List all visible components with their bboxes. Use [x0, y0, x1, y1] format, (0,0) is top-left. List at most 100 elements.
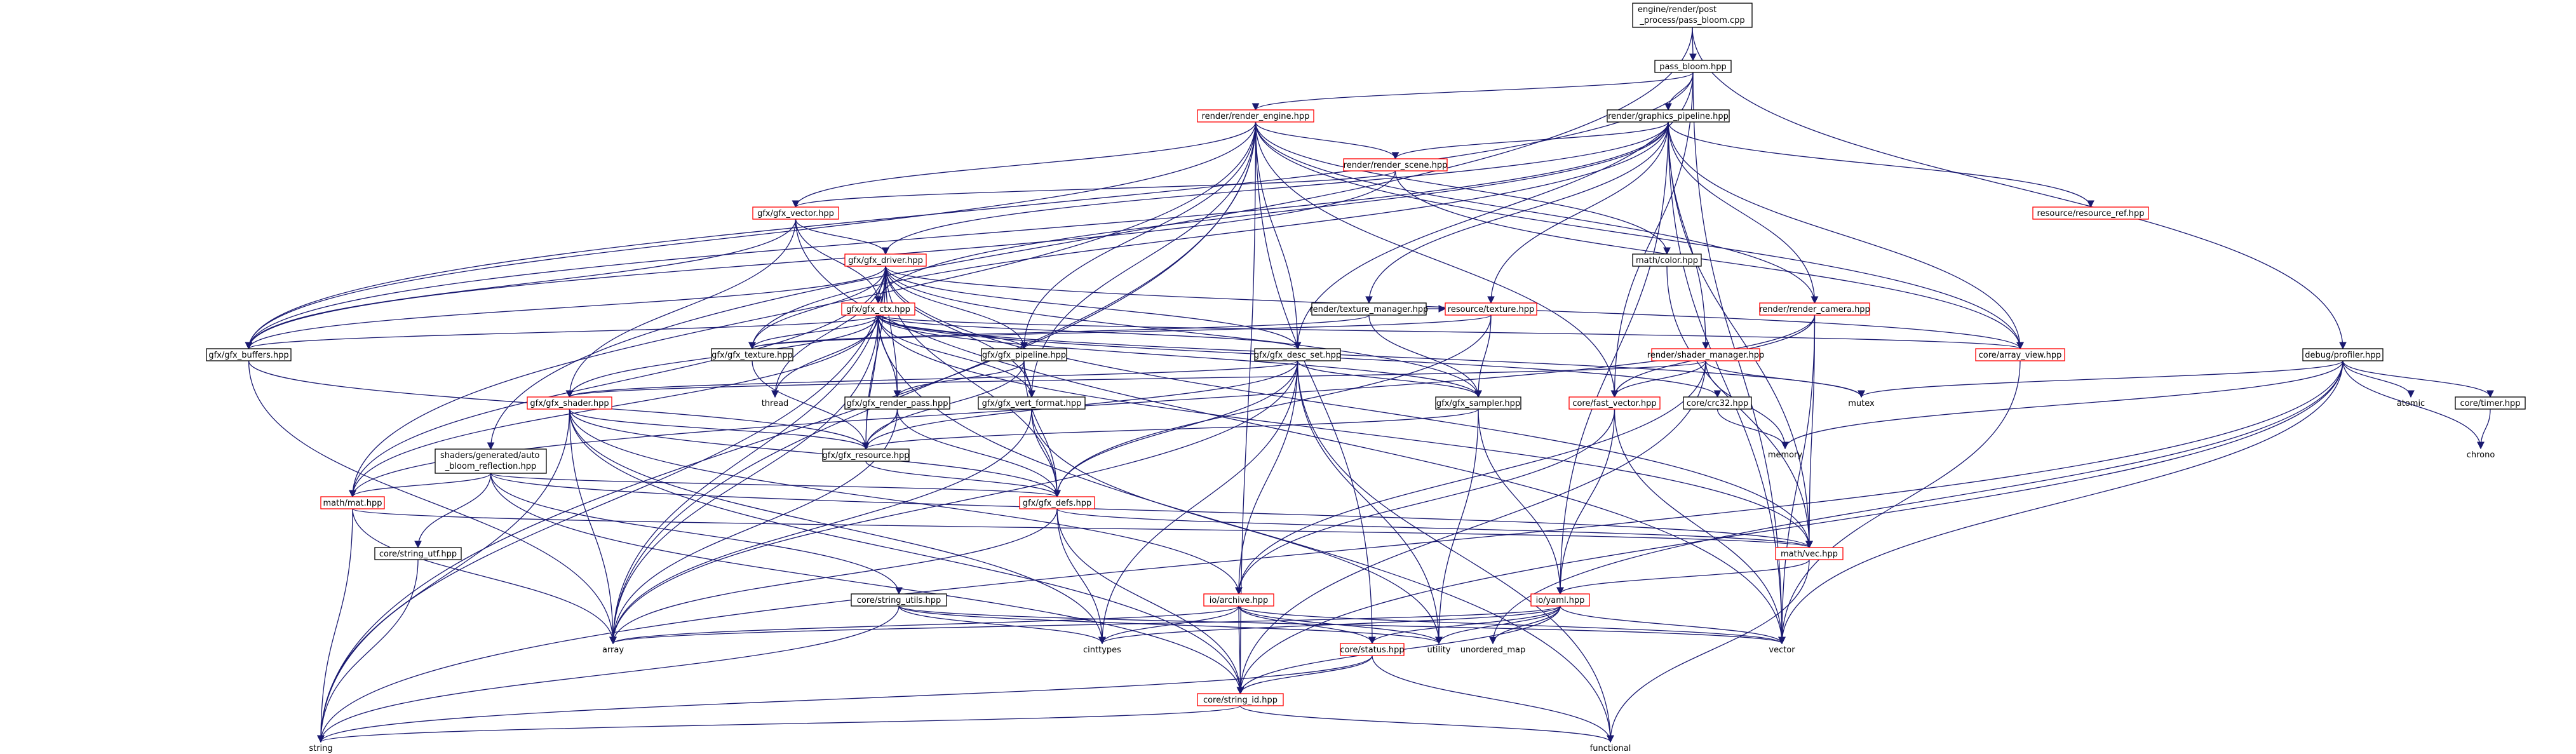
- edge-render-camera-to-vector: [1778, 314, 1816, 645]
- node-label: pass_bloom.hpp: [1659, 62, 1727, 72]
- node-label: thread: [762, 399, 789, 408]
- edge-gfx-vert-format-to-utility: [1031, 408, 1443, 645]
- node-render-engine[interactable]: render/render_engine.hpp: [1197, 109, 1314, 123]
- node-core-fast-vector[interactable]: core/fast_vector.hpp: [1568, 396, 1661, 410]
- edge-render-engine-to-string: [317, 121, 1257, 743]
- edge-gfx-ctx-to-gfx-texture: [748, 314, 879, 350]
- node-math-vec[interactable]: math/vec.hpp: [1775, 547, 1844, 560]
- edge-graphics-pipeline-to-resource-ref: [1668, 121, 2094, 208]
- edge-pass-bloom-hpp-to-render-engine: [1251, 72, 1694, 111]
- edge-math-vec-to-functional: [1607, 559, 1810, 743]
- node-label: chrono: [2467, 450, 2495, 460]
- node-box: [711, 348, 793, 361]
- node-gfx-vert-format[interactable]: gfx/gfx_vert_format.hpp: [978, 396, 1086, 410]
- node-label: math/vec.hpp: [1781, 549, 1838, 559]
- edge-gfx-buffers-to-array: [248, 360, 617, 645]
- node-core-string-utf[interactable]: core/string_utf.hpp: [374, 547, 462, 560]
- node-render-scene[interactable]: render/render_scene.hpp: [1343, 158, 1448, 172]
- edge-gfx-desc-set-to-functional: [1297, 360, 1614, 743]
- edge-gfx-sampler-to-gfx-resource: [862, 408, 1479, 450]
- edge-core-status-to-string: [317, 655, 1373, 743]
- edge-math-vec-to-io-yaml: [1556, 559, 1810, 595]
- node-texture-manager[interactable]: render/texture_manager.hpp: [1310, 302, 1429, 316]
- edge-core-status-to-core-string-id: [1236, 655, 1373, 695]
- node-box: [1197, 109, 1314, 123]
- node-box: [1343, 158, 1448, 172]
- node-shaders-auto[interactable]: shaders/generated/auto _bloom_reflection.…: [435, 448, 547, 474]
- edge-render-scene-to-gfx-vector: [792, 170, 1396, 208]
- node-math-mat[interactable]: math/mat.hpp: [320, 496, 385, 509]
- node-box: [1651, 348, 1760, 361]
- edge-gfx-driver-to-gfx-vert-format: [885, 266, 1035, 398]
- edge-shaders-auto-to-math-vec: [490, 473, 1813, 549]
- node-root[interactable]: engine/render/post _process/pass_bloom.cp…: [1632, 3, 1753, 28]
- node-gfx-render-pass[interactable]: gfx/gfx_render_pass.hpp: [844, 396, 950, 410]
- edge-core-string-id-to-functional: [1239, 705, 1614, 743]
- edge-graphics-pipeline-to-gfx-ctx: [874, 121, 1669, 304]
- edge-gfx-ctx-to-gfx-buffers: [245, 314, 879, 350]
- node-core-crc32[interactable]: core/crc32.hpp: [1683, 396, 1752, 410]
- node-gfx-desc-set[interactable]: gfx/gfx_desc_set.hpp: [1254, 348, 1341, 361]
- edge-render-camera-to-math-vec: [1805, 314, 1816, 549]
- node-gfx-buffers[interactable]: gfx/gfx_buffers.hpp: [206, 348, 292, 361]
- node-label: vector: [1769, 645, 1795, 655]
- node-core-array-view[interactable]: core/array_view.hpp: [1975, 348, 2065, 361]
- edge-core-status-to-functional: [1372, 655, 1614, 743]
- edge-graphics-pipeline-to-gfx-driver: [882, 121, 1669, 255]
- edge-io-yaml-to-core-status: [1368, 605, 1561, 645]
- node-resource-texture[interactable]: resource/texture.hpp: [1445, 302, 1537, 316]
- node-unordered-map: unordered_map: [1460, 645, 1526, 655]
- node-label: debug/profiler.hpp: [2305, 351, 2380, 360]
- node-box: [844, 396, 950, 410]
- dependency-edges: [245, 27, 2494, 743]
- node-render-camera[interactable]: render/render_camera.hpp: [1759, 302, 1870, 316]
- edge-debug-profiler-to-string: [317, 360, 2343, 743]
- node-gfx-vector[interactable]: gfx/gfx_vector.hpp: [752, 206, 839, 220]
- node-box: [1683, 396, 1752, 410]
- edge-gfx-shader-to-io-archive: [569, 408, 1243, 595]
- edge-gfx-ctx-to-gfx-vert-format: [877, 314, 1035, 398]
- edge-root-to-shaders-auto: [487, 27, 1693, 450]
- edge-gfx-shader-to-cinttypes: [569, 408, 1106, 645]
- node-gfx-defs[interactable]: gfx/gfx_defs.hpp: [1019, 496, 1095, 509]
- node-io-yaml[interactable]: io/yaml.hpp: [1530, 593, 1590, 607]
- node-core-string-utils[interactable]: core/string_utils.hpp: [851, 593, 947, 607]
- dependency-nodes: engine/render/post _process/pass_bloom.cp…: [206, 3, 2526, 753]
- node-gfx-pipeline[interactable]: gfx/gfx_pipeline.hpp: [981, 348, 1067, 361]
- node-graphics-pipeline[interactable]: render/graphics_pipeline.hpp: [1607, 109, 1730, 123]
- node-core-status[interactable]: core/status.hpp: [1340, 643, 1405, 656]
- edge-gfx-render-pass-to-gfx-defs: [896, 408, 1061, 498]
- node-core-string-id[interactable]: core/string_id.hpp: [1197, 693, 1284, 706]
- node-box: [435, 448, 547, 474]
- node-box: [844, 253, 927, 267]
- node-core-timer[interactable]: core/timer.hpp: [2455, 396, 2526, 410]
- node-pass-bloom-hpp[interactable]: pass_bloom.hpp: [1654, 60, 1732, 73]
- node-io-archive[interactable]: io/archive.hpp: [1203, 593, 1274, 607]
- edge-render-scene-to-core-array-view: [1394, 170, 2024, 350]
- node-gfx-shader[interactable]: gfx/gfx_shader.hpp: [527, 396, 612, 410]
- node-gfx-texture[interactable]: gfx/gfx_texture.hpp: [711, 348, 793, 361]
- node-gfx-sampler[interactable]: gfx/gfx_sampler.hpp: [1435, 396, 1521, 410]
- edge-render-scene-to-gfx-buffers: [245, 170, 1396, 350]
- node-label: core/crc32.hpp: [1687, 399, 1748, 408]
- node-resource-ref[interactable]: resource/resource_ref.hpp: [2032, 206, 2149, 220]
- node-shader-manager[interactable]: render/shader_manager.hpp: [1647, 348, 1764, 361]
- edge-io-archive-to-array: [609, 605, 1239, 645]
- node-gfx-driver[interactable]: gfx/gfx_driver.hpp: [844, 253, 927, 267]
- edge-render-engine-to-gfx-pipeline: [1020, 121, 1257, 350]
- edge-io-archive-to-core-string-id: [1236, 605, 1244, 695]
- node-box: [1975, 348, 2065, 361]
- edge-gfx-pipeline-to-gfx-vert-format: [1023, 360, 1035, 398]
- node-debug-profiler[interactable]: debug/profiler.hpp: [2302, 348, 2384, 361]
- node-math-color[interactable]: math/color.hpp: [1632, 253, 1702, 267]
- node-label: math/mat.hpp: [323, 499, 382, 508]
- node-box: [1340, 643, 1405, 656]
- edge-gfx-vector-to-gfx-ctx: [795, 219, 882, 304]
- edge-debug-profiler-to-core-string-id: [1236, 360, 2343, 695]
- node-gfx-ctx[interactable]: gfx/gfx_ctx.hpp: [841, 302, 915, 316]
- node-label: array: [602, 645, 624, 655]
- node-gfx-resource[interactable]: gfx/gfx_resource.hpp: [822, 448, 910, 462]
- node-label: string: [309, 744, 332, 753]
- node-label: gfx/gfx_texture.hpp: [711, 351, 793, 360]
